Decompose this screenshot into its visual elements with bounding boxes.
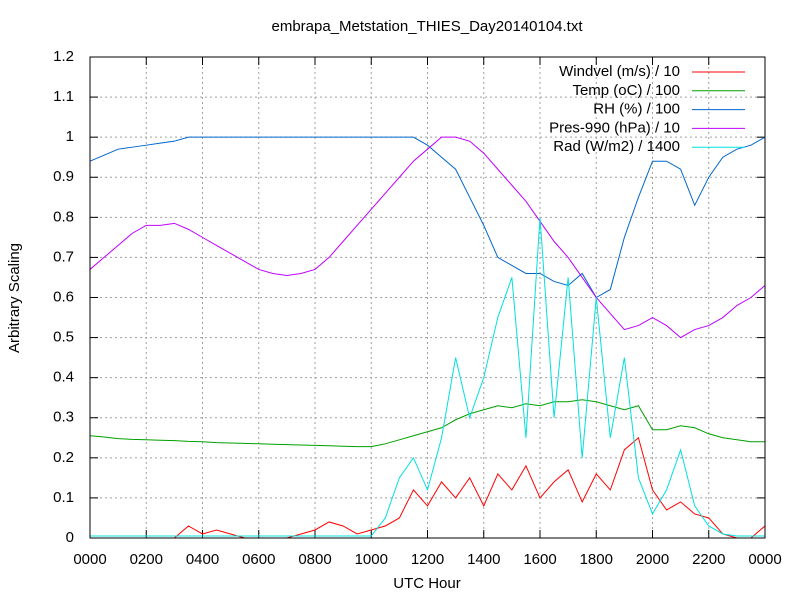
y-tick-label: 0.4 bbox=[53, 369, 74, 386]
x-tick-label: 1800 bbox=[580, 551, 613, 568]
data-line bbox=[90, 217, 765, 537]
legend-label: RH (%) / 100 bbox=[593, 101, 680, 118]
x-tick-label: 1000 bbox=[355, 551, 388, 568]
x-tick-label: 2200 bbox=[692, 551, 725, 568]
y-tick-label: 0 bbox=[66, 529, 74, 546]
legend-label: Rad (W/m2) / 1400 bbox=[553, 138, 680, 155]
x-tick-label: 0800 bbox=[298, 551, 331, 568]
x-tick-label: 0000 bbox=[73, 551, 106, 568]
x-tick-label: 1600 bbox=[523, 551, 556, 568]
y-tick-label: 0.2 bbox=[53, 449, 74, 466]
y-tick-label: 0.3 bbox=[53, 409, 74, 426]
data-line bbox=[89, 399, 765, 448]
y-tick-label: 0.5 bbox=[53, 329, 74, 346]
x-tick-label: 0200 bbox=[130, 551, 163, 568]
y-tick-label: 0.8 bbox=[53, 208, 74, 225]
legend-label: Pres-990 (hPa) / 10 bbox=[549, 119, 680, 136]
y-tick-label: 0.6 bbox=[53, 288, 74, 305]
x-tick-label: 0000 bbox=[748, 551, 781, 568]
y-tick-label: 0.1 bbox=[53, 489, 74, 506]
x-axis-label: UTC Hour bbox=[393, 575, 461, 592]
y-tick-label: 1.1 bbox=[53, 88, 74, 105]
x-tick-label: 2000 bbox=[636, 551, 669, 568]
legend-label: Windvel (m/s) / 10 bbox=[559, 63, 680, 80]
y-tick-label: 0.9 bbox=[53, 168, 74, 185]
y-tick-label: 1 bbox=[66, 128, 74, 145]
chart-title: embrapa_Metstation_THIES_Day20140104.txt bbox=[271, 18, 583, 35]
y-axis-label: Arbitrary Scaling bbox=[6, 243, 23, 353]
data-line bbox=[89, 136, 766, 299]
y-tick-label: 1.2 bbox=[53, 48, 74, 65]
data-line bbox=[89, 136, 766, 339]
x-tick-label: 1200 bbox=[411, 551, 444, 568]
y-tick-label: 0.7 bbox=[53, 248, 74, 265]
x-tick-label: 1400 bbox=[467, 551, 500, 568]
data-line bbox=[90, 436, 766, 539]
plot-border bbox=[89, 56, 766, 539]
x-tick-label: 0400 bbox=[186, 551, 219, 568]
x-tick-label: 0600 bbox=[242, 551, 275, 568]
legend-label: Temp (oC) / 100 bbox=[572, 82, 680, 99]
